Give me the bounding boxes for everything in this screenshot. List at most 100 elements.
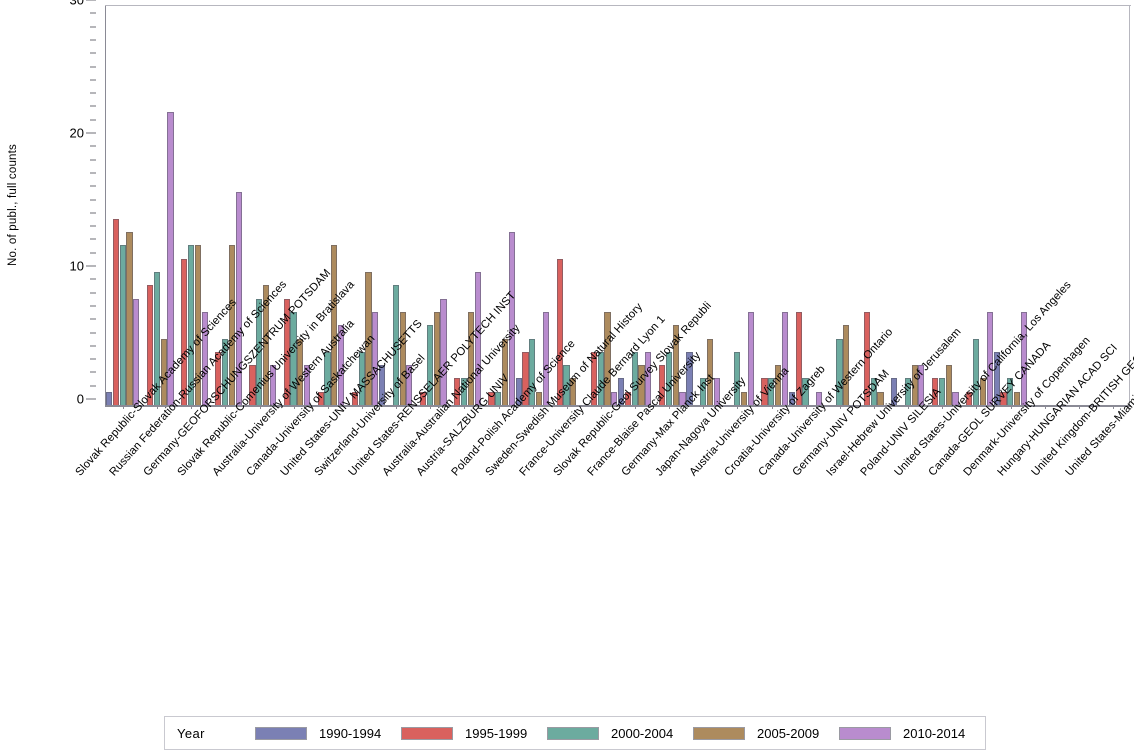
y-axis-minor-tick — [90, 212, 96, 214]
bar — [781, 311, 788, 405]
x-axis-tick — [362, 405, 363, 409]
bar-group — [277, 6, 311, 405]
bar — [501, 338, 509, 405]
x-axis-tick — [464, 405, 466, 409]
y-axis-minor-tick — [90, 385, 96, 387]
y-axis-minor-tick — [90, 145, 96, 147]
bar — [679, 391, 686, 405]
x-axis-tick — [976, 405, 978, 409]
y-axis-minor-tick — [90, 371, 96, 373]
legend-swatch — [693, 726, 745, 740]
bar-group — [174, 6, 208, 405]
bar — [1007, 378, 1014, 405]
x-axis-tick — [430, 405, 432, 409]
bar — [734, 351, 741, 405]
bar — [515, 378, 522, 405]
bar — [235, 192, 242, 405]
bar — [993, 351, 1000, 405]
plot-top-border — [105, 5, 1131, 6]
bar — [379, 365, 386, 405]
bar — [645, 351, 652, 405]
bar — [618, 378, 625, 405]
x-axis-tick — [737, 405, 739, 409]
x-axis-tick — [839, 405, 841, 409]
legend-label: 1990-1994 — [319, 725, 382, 741]
bar — [686, 351, 693, 405]
bar — [454, 378, 461, 405]
x-axis-tick — [293, 405, 295, 409]
bar-group — [686, 6, 720, 405]
x-axis-tick — [259, 405, 261, 409]
bar-group — [413, 6, 447, 405]
bar — [392, 285, 399, 405]
bar-group — [345, 6, 379, 405]
bar — [815, 391, 823, 405]
bar — [665, 351, 672, 405]
bar-group — [311, 6, 345, 405]
x-axis-line — [105, 405, 1131, 407]
bar — [303, 365, 311, 405]
legend-item[interactable]: 1990-1994 — [255, 726, 401, 741]
bar-group — [243, 6, 277, 405]
bar — [768, 378, 775, 405]
y-axis-minor-tick — [90, 12, 96, 14]
bar — [904, 378, 911, 405]
x-axis-tick — [566, 405, 568, 409]
bar — [256, 298, 263, 405]
y-axis-major-tick — [86, 132, 96, 134]
x-axis-tick — [1010, 405, 1012, 409]
x-axis-tick — [942, 405, 944, 409]
bar — [788, 391, 795, 405]
bar — [331, 245, 338, 405]
y-axis-major-tick — [86, 265, 96, 267]
bar — [351, 391, 359, 405]
bar-group — [140, 6, 174, 405]
bar-group — [993, 6, 1028, 405]
y-axis-minor-tick — [90, 305, 96, 307]
bar — [836, 338, 843, 405]
x-axis-tick — [396, 405, 398, 409]
bar — [536, 391, 543, 405]
legend-item[interactable]: 1995-1999 — [401, 726, 547, 741]
bar — [1020, 311, 1027, 405]
x-axis-tick — [1112, 405, 1114, 409]
bar — [597, 351, 604, 405]
bar-group — [755, 6, 789, 405]
y-axis: 0 10 20 30 — [60, 0, 106, 410]
legend-item[interactable]: 2000-2004 — [547, 726, 693, 741]
bar — [952, 391, 959, 405]
bar — [106, 391, 113, 405]
bar — [119, 245, 126, 405]
legend-item[interactable]: 2005-2009 — [693, 726, 839, 741]
bar — [338, 325, 345, 405]
legend-label: 2005-2009 — [757, 725, 820, 741]
bar-group — [584, 6, 618, 405]
y-axis-minor-tick — [90, 252, 96, 254]
bar — [611, 391, 618, 405]
y-axis-major-tick — [86, 398, 96, 400]
bar — [590, 351, 597, 405]
bar — [461, 378, 468, 405]
bar — [222, 338, 229, 405]
x-axis-tick — [805, 405, 807, 409]
y-axis-minor-tick — [90, 318, 96, 320]
x-axis-tick — [669, 405, 671, 409]
bar — [488, 391, 495, 405]
bar — [365, 272, 372, 405]
legend-items: 1990-1994 1995-1999 2000-2004 2005-2009 2010… — [255, 726, 985, 741]
x-axis-tick — [225, 405, 227, 409]
bar-group — [891, 6, 925, 405]
bar — [1000, 391, 1007, 405]
x-axis-tick — [157, 405, 159, 409]
bar — [706, 338, 713, 405]
legend-label: 2000-2004 — [611, 725, 674, 741]
x-axis-tick — [123, 405, 125, 409]
y-axis-minor-tick — [90, 172, 96, 174]
x-axis-tick — [600, 405, 602, 409]
legend-item[interactable]: 2010-2014 — [839, 726, 985, 741]
y-axis-minor-tick — [90, 39, 96, 41]
bar — [631, 351, 638, 405]
x-axis-label: Slovak Republic-Slovak Academy of Scienc… — [73, 296, 240, 479]
bar — [563, 365, 570, 405]
